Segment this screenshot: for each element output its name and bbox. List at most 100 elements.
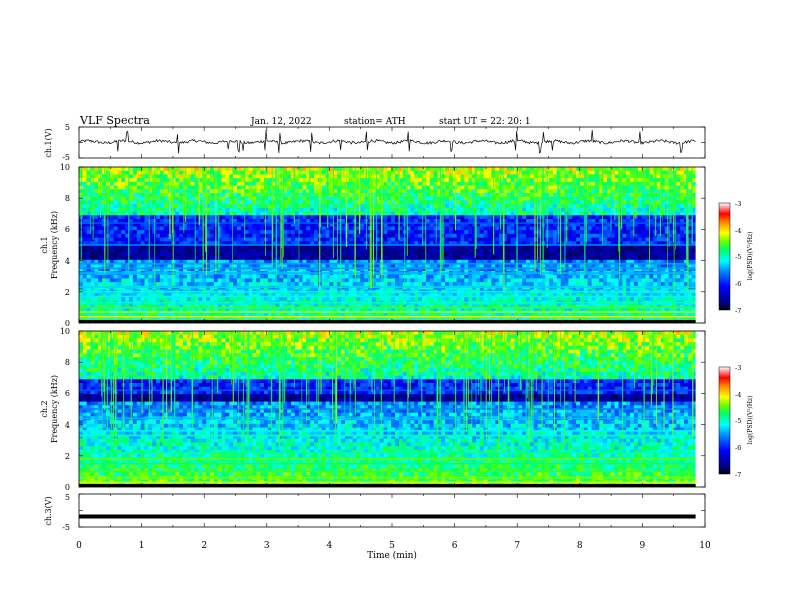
spectrogram-cell [421, 230, 427, 235]
spectrogram-cell [456, 311, 461, 316]
spectrogram-cell [144, 219, 149, 224]
spectrogram-cell [229, 274, 234, 279]
spectrogram-cell [360, 297, 365, 302]
spectrogram-cell [448, 237, 454, 242]
spectrogram-cell [433, 252, 438, 257]
spectrogram-cell [321, 278, 327, 283]
spectrogram-cell [398, 200, 404, 205]
spectrogram-cell [294, 304, 300, 309]
spectrogram-cell [406, 245, 411, 250]
spectrogram-cell [356, 259, 361, 264]
spectrogram-cell [260, 200, 265, 205]
spectrogram-cell [121, 215, 126, 220]
spectrogram-cell [360, 222, 365, 227]
spectrogram-cell [275, 167, 280, 172]
spectrogram-cell [217, 181, 222, 186]
spectrogram-cell [260, 248, 265, 253]
spectrogram-cell [294, 274, 300, 279]
spectrogram-cell [337, 222, 342, 227]
spectrogram-cell [240, 196, 246, 201]
spectrogram-cell [90, 252, 95, 257]
spectrogram-cell [464, 170, 469, 175]
spectrogram-cell [314, 237, 319, 242]
spectrogram-cell [125, 259, 130, 264]
spectrogram-cell [271, 278, 276, 283]
spectrogram-cell [233, 315, 238, 320]
spectrogram-cell [341, 304, 346, 309]
spectrogram-cell [356, 233, 361, 238]
spectrogram-cell [410, 315, 415, 320]
spectrogram-cell [441, 274, 446, 279]
spectrogram-cell [506, 315, 512, 320]
spectrogram-cell [472, 185, 477, 190]
spectrogram-cell [132, 315, 138, 320]
spectrogram-cell [495, 215, 500, 220]
spectrogram-cell [421, 204, 427, 209]
spectrogram-cell [472, 222, 477, 227]
spectrogram-cell [387, 181, 392, 186]
spectrogram-cell [152, 274, 157, 279]
spectrogram-cell [518, 278, 523, 283]
spectrogram-cell [437, 215, 442, 220]
spectrogram-cell [506, 215, 512, 220]
spectrogram-cell [468, 178, 473, 183]
spectrogram-cell [499, 233, 504, 238]
spectrogram-cell [406, 181, 411, 186]
spectrogram-cell [190, 297, 196, 302]
spectrogram-cell [348, 263, 354, 268]
spectrogram-cell [144, 174, 149, 179]
spectrogram-cell [90, 297, 95, 302]
spectrogram-cell [210, 259, 215, 264]
spectrogram-cell [194, 278, 199, 283]
spectrogram-cell [387, 211, 392, 216]
spectrogram-cell [283, 311, 288, 316]
spectrogram-cell [495, 226, 500, 231]
spectrogram-cell [418, 226, 423, 231]
spectrogram-cell [233, 263, 238, 268]
spectrogram-cell [526, 259, 531, 264]
spectrogram-cell [140, 196, 145, 201]
spectrogram-cell [217, 230, 222, 235]
spectrogram-cell [113, 167, 118, 172]
spectrogram-cell [375, 189, 380, 194]
spectrogram-cell [502, 167, 508, 172]
spectrogram-cell [314, 222, 319, 227]
spectrogram-cell [202, 237, 207, 242]
spectrogram-cell [206, 308, 211, 313]
spectrogram-cell [82, 204, 88, 209]
spectrogram-cell [121, 304, 126, 309]
spectrogram-cell [314, 170, 319, 175]
spectrogram-cell [464, 241, 469, 246]
spectrogram-cell [341, 252, 346, 257]
spectrogram-cell [333, 274, 338, 279]
spectrogram-cell [90, 204, 95, 209]
spectrogram-cell [356, 200, 361, 205]
spectrogram-cell [518, 267, 523, 272]
spectrogram-cell [337, 196, 342, 201]
spectrogram-cell [475, 282, 481, 287]
spectrogram-cell [429, 278, 434, 283]
spectrogram-cell [260, 252, 265, 257]
spectrogram-cell [202, 189, 207, 194]
spectrogram-cell [121, 174, 126, 179]
spectrogram-cell [425, 248, 431, 253]
spectrogram-cell [410, 196, 415, 201]
spectrogram-cell [190, 245, 196, 250]
spectrogram-cell [387, 252, 392, 257]
spectrogram-cell [306, 256, 311, 261]
spectrogram-cell [483, 308, 488, 313]
spectrogram-cell [526, 193, 531, 198]
spectrogram-cell [221, 311, 226, 316]
spectrogram-cell [383, 263, 388, 268]
spectrogram-cell [406, 274, 411, 279]
spectrogram-cell [310, 282, 315, 287]
spectrogram-cell [468, 308, 473, 313]
spectrogram-cell [360, 181, 365, 186]
spectrogram-cell [271, 233, 276, 238]
spectrogram-cell [302, 185, 307, 190]
spectrogram-cell [90, 178, 95, 183]
spectrogram-cell [283, 219, 288, 224]
spectrogram-cell [152, 167, 157, 172]
spectrogram-cell [86, 181, 91, 186]
spectrogram-cell [275, 252, 280, 257]
